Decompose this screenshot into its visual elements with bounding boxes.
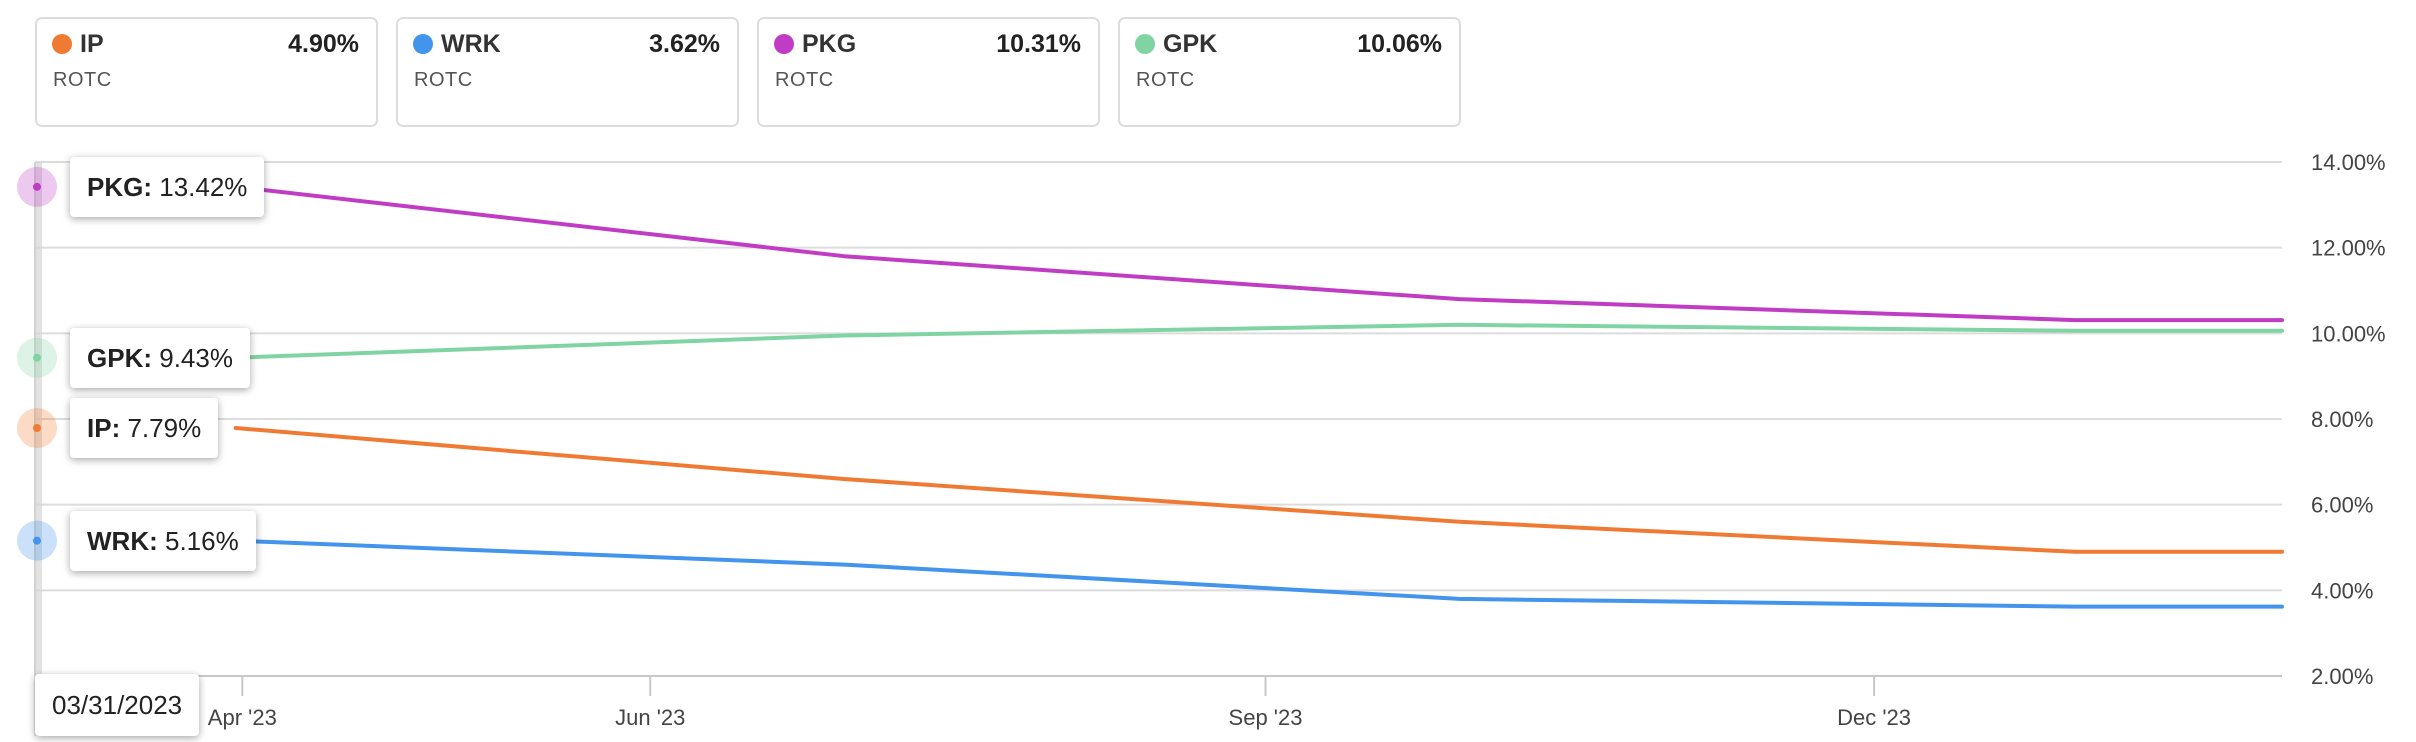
tooltip-series-name: PKG:: [87, 171, 152, 202]
y-tick-label: 10.00%: [2311, 321, 2386, 346]
y-tick-label: 6.00%: [2311, 493, 2373, 518]
ticker-card-gpk[interactable]: GPK 10.06% ROTC: [1118, 17, 1461, 127]
y-tick-label: 2.00%: [2311, 664, 2373, 689]
tooltip-gpk: GPK: 9.43%: [70, 327, 250, 388]
gpk-color-dot: [1135, 34, 1155, 54]
hover-date-label: 03/31/2023: [35, 674, 200, 736]
y-tick-label: 12.00%: [2311, 236, 2386, 261]
y-tick-label: 4.00%: [2311, 578, 2373, 603]
ticker-card-pkg[interactable]: PKG 10.31% ROTC: [757, 17, 1100, 127]
tooltip-ip: IP: 7.79%: [70, 397, 219, 458]
tooltip-series-value: 13.42%: [159, 171, 248, 202]
tooltip-series-value: 7.79%: [127, 412, 202, 443]
y-tick-label: 14.00%: [2311, 150, 2386, 175]
tooltip-series-name: GPK:: [87, 342, 152, 373]
x-tick-label: Dec '23: [1837, 705, 1911, 730]
tooltip-series-name: IP:: [87, 412, 121, 443]
ticker-card-wrk[interactable]: WRK 3.62% ROTC: [396, 17, 739, 127]
card-value: 10.06%: [1357, 30, 1442, 58]
card-value: 4.90%: [288, 30, 359, 58]
card-ticker: IP: [80, 30, 104, 58]
y-tick-label: 8.00%: [2311, 407, 2373, 432]
card-ticker: PKG: [802, 30, 857, 58]
ticker-card-ip[interactable]: IP 4.90% ROTC: [35, 17, 378, 127]
card-metric: ROTC: [775, 69, 834, 91]
hover-crosshair: [34, 162, 42, 736]
x-tick-label: Jun '23: [615, 705, 685, 730]
hover-marker-dot: [33, 182, 41, 191]
series-line-pkg: [233, 184, 2284, 323]
pkg-color-dot: [774, 34, 794, 54]
card-ticker: GPK: [1163, 30, 1218, 58]
card-value: 3.62%: [649, 30, 720, 58]
hover-marker-dot: [33, 423, 41, 432]
wrk-color-dot: [413, 34, 433, 54]
x-tick-label: Apr '23: [208, 705, 277, 730]
tooltip-series-value: 9.43%: [159, 342, 233, 373]
series-line-ip: [233, 426, 2284, 554]
ip-color-dot: [52, 34, 72, 54]
ticker-cards: IP 4.90% ROTC WRK 3.62% ROTC PKG 10.31% …: [35, 17, 1461, 127]
card-metric: ROTC: [1136, 69, 1195, 91]
hover-marker-dot: [33, 536, 41, 545]
hover-marker-dot: [33, 353, 41, 362]
card-metric: ROTC: [414, 69, 473, 91]
card-value: 10.31%: [996, 30, 1081, 58]
card-metric: ROTC: [53, 69, 112, 91]
tooltip-wrk: WRK: 5.16%: [70, 510, 256, 571]
tooltip-series-value: 5.16%: [165, 525, 239, 556]
tooltip-series-name: WRK:: [87, 525, 158, 556]
card-ticker: WRK: [441, 30, 501, 58]
tooltip-pkg: PKG: 13.42%: [70, 156, 265, 217]
series-line-wrk: [233, 538, 2284, 609]
x-tick-label: Sep '23: [1229, 705, 1303, 730]
series-line-gpk: [233, 322, 2284, 360]
